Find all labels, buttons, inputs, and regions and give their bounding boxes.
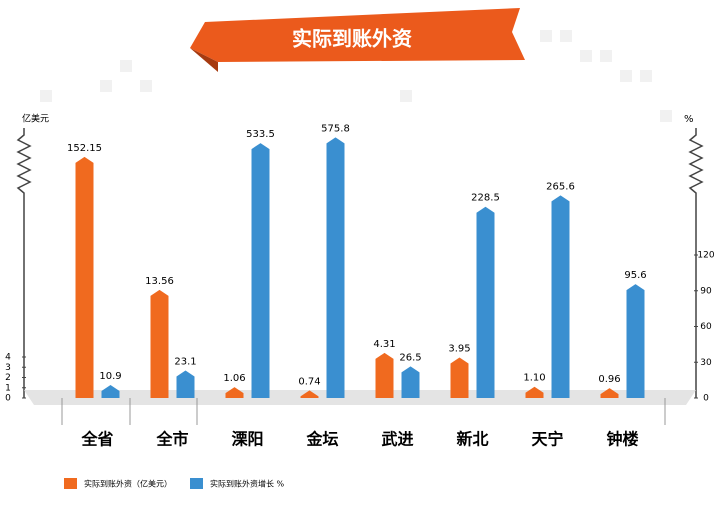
value-label: 228.5 xyxy=(471,193,500,204)
x-tick-label: 溧阳 xyxy=(231,430,263,449)
bar xyxy=(476,206,495,398)
y-tick-label: 4 xyxy=(5,353,11,363)
y2-tick-label: 120 xyxy=(697,251,714,261)
y-axis-label: 亿美元 xyxy=(22,113,49,125)
y-tick-label: 3 xyxy=(5,363,11,373)
value-label: 1.10 xyxy=(523,373,545,384)
title-banner xyxy=(190,8,525,62)
value-label: 0.96 xyxy=(598,374,620,385)
x-tick-label: 钟楼 xyxy=(606,430,638,449)
x-tick-label: 金坛 xyxy=(305,430,338,449)
value-label: 575.8 xyxy=(321,123,350,134)
value-label: 23.1 xyxy=(174,356,196,367)
bar xyxy=(401,366,420,398)
value-label: 26.5 xyxy=(399,352,421,363)
dividers xyxy=(61,398,666,425)
legend-label: 实际到账外资增长 % xyxy=(210,479,285,489)
x-tick-label: 武进 xyxy=(381,430,413,449)
bar xyxy=(626,284,645,398)
x-tick-label: 全市 xyxy=(155,430,188,449)
legend-swatch xyxy=(64,478,77,489)
value-label: 1.06 xyxy=(223,373,245,384)
bar xyxy=(525,386,544,398)
legend-label: 实际到账外资（亿美元） xyxy=(84,479,172,489)
y2-axis-label: % xyxy=(684,114,694,125)
background-pattern xyxy=(40,30,672,122)
bar xyxy=(176,370,195,398)
x-tick-label: 全省 xyxy=(80,430,113,449)
value-label: 0.74 xyxy=(298,376,320,387)
y2-tick-label: 60 xyxy=(700,322,712,332)
bar xyxy=(300,390,319,398)
chart-title: 实际到账外资 xyxy=(292,27,412,51)
value-label: 533.5 xyxy=(246,129,275,140)
bar xyxy=(75,156,94,398)
value-label: 95.6 xyxy=(624,270,646,281)
bar xyxy=(375,352,394,398)
value-label: 10.9 xyxy=(99,371,121,382)
value-label: 152.15 xyxy=(67,143,102,154)
y2-tick-label: 90 xyxy=(700,286,712,296)
bar xyxy=(600,388,619,398)
value-label: 3.95 xyxy=(448,344,470,355)
y2-tick-label: 30 xyxy=(700,358,712,368)
legend-swatch xyxy=(190,478,203,489)
x-tick-label: 新北 xyxy=(456,430,488,449)
platform xyxy=(24,390,696,405)
bar xyxy=(326,137,345,398)
axes xyxy=(16,128,704,398)
banner-fold xyxy=(190,48,218,72)
y-tick-label: 0 xyxy=(5,394,11,404)
bar xyxy=(551,195,570,398)
value-label: 13.56 xyxy=(145,276,174,287)
y-tick-label: 2 xyxy=(5,373,11,383)
bar xyxy=(450,357,469,398)
value-label: 4.31 xyxy=(373,339,395,350)
value-label: 265.6 xyxy=(546,181,575,192)
bar xyxy=(101,385,120,398)
y-tick-label: 1 xyxy=(5,383,11,393)
x-tick-label: 天宁 xyxy=(531,430,563,449)
y2-tick-label: 0 xyxy=(703,394,709,404)
bar xyxy=(150,289,169,398)
bar xyxy=(225,387,244,398)
bar xyxy=(251,143,270,398)
